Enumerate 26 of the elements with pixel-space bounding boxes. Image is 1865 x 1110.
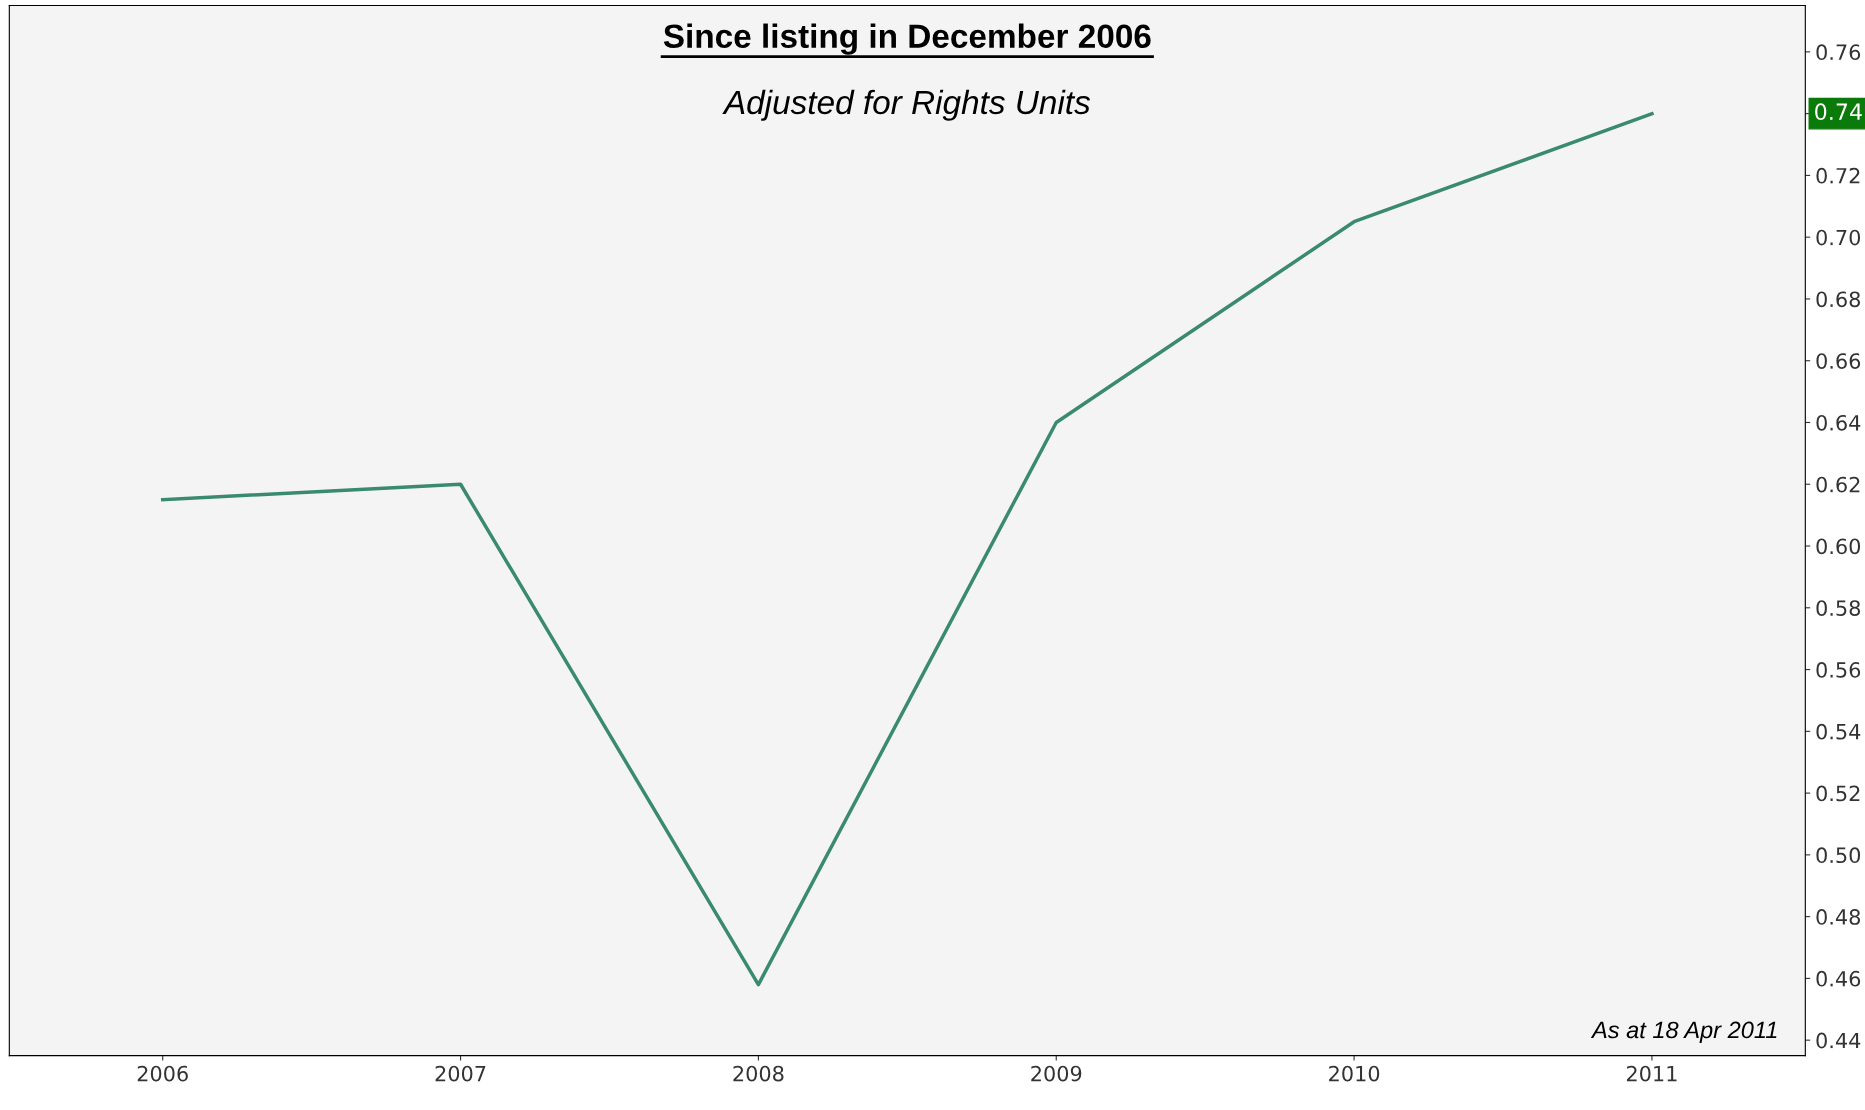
y-tick-label: 0.52 bbox=[1816, 785, 1860, 802]
y-tick-label: 0.64 bbox=[1816, 414, 1861, 431]
x-tick-label: 2010 bbox=[1329, 1065, 1380, 1082]
y-tick-label: 0.44 bbox=[1816, 1032, 1861, 1049]
y-tick-label: 0.66 bbox=[1816, 353, 1861, 369]
y-tick-label: 0.72 bbox=[1816, 167, 1860, 184]
y-tick-label: 0.58 bbox=[1816, 600, 1860, 616]
text: Since listing in December 2006 bbox=[663, 23, 1151, 55]
y-tick-label: 0.50 bbox=[1816, 847, 1861, 864]
x-tick-label: 2008 bbox=[733, 1065, 784, 1082]
y-tick-label: 0.56 bbox=[1816, 662, 1861, 678]
text: Adjusted for Rights Units bbox=[722, 89, 1091, 121]
y-tick-label: 0.68 bbox=[1816, 291, 1860, 308]
x-tick-label: 2006 bbox=[137, 1065, 188, 1082]
y-tick-label: 0.48 bbox=[1816, 909, 1860, 925]
y-tick-label: 0.60 bbox=[1816, 538, 1861, 555]
y-tick-label: 0.62 bbox=[1816, 476, 1860, 493]
x-tick-label: 2009 bbox=[1031, 1065, 1082, 1082]
y-tick-label: 0.46 bbox=[1816, 970, 1861, 987]
annotation: As at 18 Apr 2011 bbox=[1590, 1021, 1777, 1044]
text: 0.74 bbox=[1815, 103, 1862, 121]
y-tick-label: 0.54 bbox=[1816, 723, 1861, 740]
y-tick-label: 0.70 bbox=[1816, 229, 1861, 246]
x-tick-label: 2007 bbox=[435, 1065, 486, 1082]
y-tick-label: 0.76 bbox=[1816, 44, 1861, 61]
x-tick-label: 2011 bbox=[1626, 1065, 1677, 1082]
